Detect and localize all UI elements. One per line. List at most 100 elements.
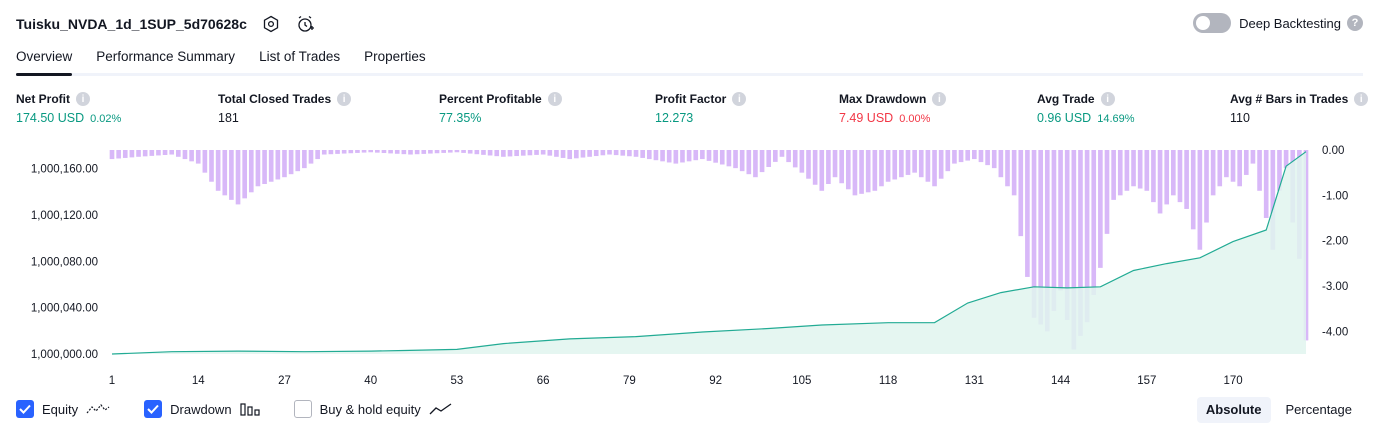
drawdown-bar [965,150,971,161]
drawdown-bar [580,150,586,158]
drawdown-bar [1171,150,1176,196]
bar-chart-icon [239,402,260,416]
y-right-tick-label: 0.00 [1322,145,1344,157]
drawdown-bar [1277,150,1282,191]
drawdown-bar [129,150,135,158]
deep-backtesting-toggle[interactable] [1193,13,1232,33]
drawdown-checkbox[interactable] [144,400,163,418]
alarm-add-icon[interactable] [295,14,315,34]
drawdown-bar [832,150,838,178]
drawdown-bar [394,150,400,154]
drawdown-bar [235,150,241,205]
metric-percent-profitable: Percent Profitable i 77.35% [439,92,562,125]
drawdown-bar [1224,150,1229,178]
y-right-tick-label: -4.00 [1322,326,1348,338]
equity-checkbox[interactable] [16,400,34,418]
deep-backtesting: Deep Backtesting ? [1193,13,1363,33]
drawdown-bar [1243,150,1249,175]
drawdown-bar [1250,150,1256,164]
drawdown-bar [806,150,811,179]
drawdown-bar [872,150,878,191]
drawdown-bar [361,150,367,153]
drawdown-bar [255,150,261,187]
drawdown-bar [613,150,619,156]
tab-list-of-trades[interactable]: List of Trades [259,49,341,64]
drawdown-bar [328,150,334,155]
drawdown-bar [640,150,645,158]
info-icon[interactable]: i [76,92,90,106]
percentage-button[interactable]: Percentage [1285,402,1353,417]
metric-label: Net Profit [16,92,70,106]
drawdown-bar [620,150,626,156]
drawdown-bar [229,150,234,200]
drawdown-bar [958,150,964,163]
info-icon[interactable]: i [732,92,747,106]
equity-drawdown-chart[interactable]: 1,000,000.00 1,000,040.00 1,000,080.00 1,00… [0,140,1379,390]
legend-buy-hold-label: Buy & hold equity [319,401,421,417]
deep-backtesting-label: Deep Backtesting [1239,15,1341,31]
drawdown-bar [918,150,924,178]
drawdown-bar [1058,150,1063,291]
drawdown-bar [733,150,738,169]
info-icon[interactable]: i [1354,92,1369,106]
drawdown-bar [288,150,294,175]
drawdown-bar [865,150,871,193]
x-tick-label: 170 [1223,375,1242,387]
strategy-title: Tuisku_NVDA_1d_1SUP_5d70628c [16,16,247,32]
metric-profit-factor: Profit Factor i 12.273 [655,92,747,125]
drawdown-bar [116,150,121,159]
trend-line-icon [429,402,453,416]
drawdown-bar [905,150,911,175]
drawdown-bar [1177,150,1183,203]
metric-net-profit: Net Profit i 174.50 USD 0.02% [16,92,121,125]
drawdown-bar [1157,150,1163,214]
drawdown-bar [454,150,460,153]
info-icon[interactable]: i [1100,92,1115,106]
drawdown-bar [142,150,148,157]
legend-equity[interactable]: Equity [16,400,110,418]
drawdown-bar [335,150,340,154]
help-icon[interactable]: ? [1347,15,1363,31]
drawdown-bar [381,150,387,154]
drawdown-bar [156,150,161,156]
settings-hex-icon[interactable] [261,14,281,34]
drawdown-bar [1011,150,1017,196]
tab-performance-summary[interactable]: Performance Summary [96,49,236,64]
info-icon[interactable]: i [547,92,562,106]
drawdown-bar [899,150,904,178]
buy-hold-checkbox[interactable] [293,400,312,418]
drawdown-bar [1084,150,1090,323]
info-icon[interactable]: i [932,92,947,106]
drawdown-bar [746,150,752,175]
tab-properties[interactable]: Properties [364,49,426,64]
drawdown-bar [945,150,951,172]
drawdown-bar [149,150,155,156]
drawdown-bar [1237,150,1242,187]
y-right-tick-label: -1.00 [1322,190,1348,202]
drawdown-bar [547,150,553,156]
drawdown-bar [726,150,732,167]
metric-pct: 0.00% [899,113,931,125]
equity-line [111,151,1307,355]
info-icon[interactable]: i [337,92,352,106]
x-tick-label: 79 [623,375,636,387]
legend-drawdown[interactable]: Drawdown [144,400,260,418]
legend-buy-hold[interactable]: Buy & hold equity [293,400,453,418]
drawdown-bar [554,150,559,157]
drawdown-bar [885,150,891,182]
drawdown-bar [441,150,446,153]
drawdown-bar [501,150,506,157]
drawdown-bar [1098,150,1103,268]
metric-label: Avg # Bars in Trades [1230,92,1349,106]
tab-overview[interactable]: Overview [16,46,73,76]
x-tick-label: 66 [537,375,550,387]
drawdown-bar [932,150,937,187]
drawdown-bar [282,150,287,178]
absolute-button[interactable]: Absolute [1196,397,1271,423]
header: Tuisku_NVDA_1d_1SUP_5d70628c [16,10,315,38]
drawdown-bar [1111,150,1116,200]
drawdown-bar [189,150,194,162]
drawdown-bar [421,150,427,154]
drawdown-bar [859,150,864,194]
drawdown-bar [673,150,679,164]
